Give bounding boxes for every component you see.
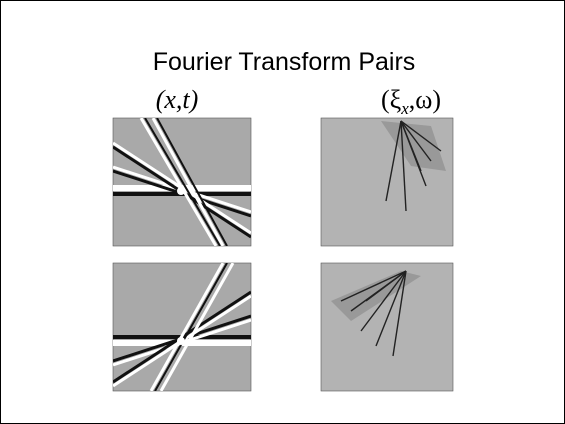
xt-plot-bottom bbox=[113, 263, 251, 391]
slide-canvas: Fourier Transform Pairs (x,t) (ξx,ω) bbox=[1, 1, 564, 423]
fk-plot-bottom bbox=[321, 263, 453, 391]
label-part: (ξ bbox=[381, 85, 401, 114]
label-part: ,ω) bbox=[409, 85, 441, 114]
xt-plot-top bbox=[113, 118, 251, 246]
domain-label: (x,t) bbox=[156, 85, 199, 114]
transform-label: (ξx,ω) bbox=[381, 85, 441, 118]
slide-title: Fourier Transform Pairs bbox=[153, 48, 416, 76]
slide: Fourier Transform Pairs (x,t) (ξx,ω) bbox=[0, 0, 565, 424]
fk-plot-top bbox=[321, 118, 453, 246]
